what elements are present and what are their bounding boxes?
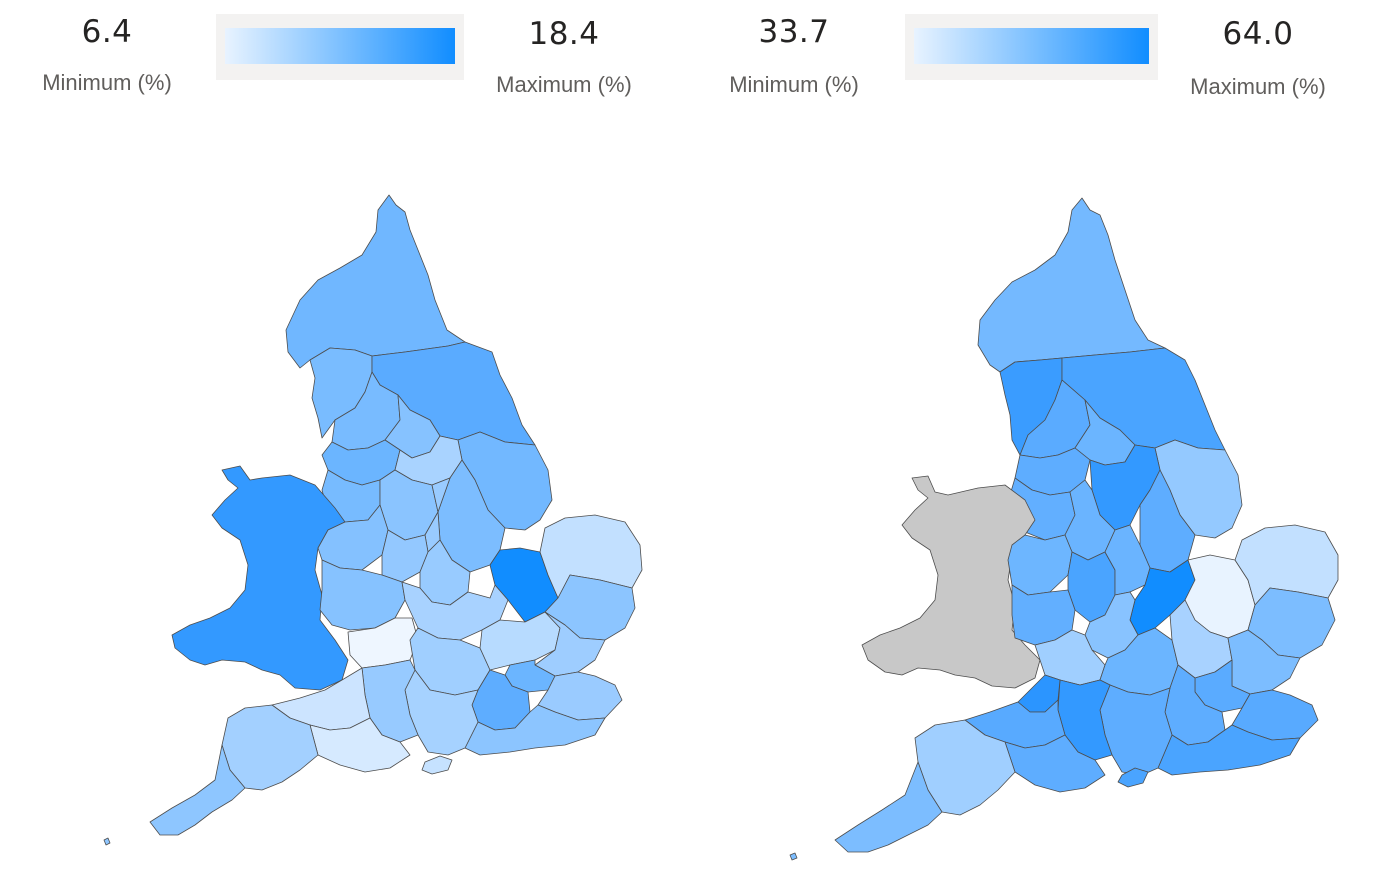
region-wales-2[interactable]	[861, 475, 1041, 689]
panel2-color-legend	[905, 14, 1158, 80]
region-north-east[interactable]	[285, 194, 466, 369]
panel1-maximum-label: Maximum (%)	[496, 72, 632, 97]
region-north-east-2[interactable]	[977, 197, 1166, 373]
region-scilly-2	[789, 852, 798, 861]
panel1-minimum-label: Minimum (%)	[42, 70, 172, 95]
region-sussex[interactable]	[464, 704, 606, 756]
panel2-minimum-label: Minimum (%)	[729, 72, 859, 97]
panel1-minimum-value: 6.4	[81, 14, 133, 50]
panel1-color-legend	[216, 14, 464, 80]
panel1-legend-gradient	[225, 28, 455, 64]
region-sussex-2[interactable]	[1157, 724, 1301, 776]
region-cornwall-2[interactable]	[834, 761, 943, 853]
panel2-minimum-value: 33.7	[758, 14, 830, 50]
panel2-maximum-label: Maximum (%)	[1190, 74, 1326, 99]
panel2-maximum-value: 64.0	[1222, 16, 1294, 52]
region-cornwall[interactable]	[149, 744, 246, 836]
panel2-legend-gradient	[914, 28, 1149, 64]
region-isle-of-wight[interactable]	[421, 755, 453, 775]
right-map	[789, 197, 1339, 861]
region-dorset-2[interactable]	[1004, 734, 1106, 793]
region-shropshire-2[interactable]	[1007, 534, 1073, 596]
region-dorset[interactable]	[309, 717, 411, 773]
left-map	[103, 194, 643, 846]
panel1-maximum-value: 18.4	[528, 16, 600, 52]
region-isle-of-wight-2[interactable]	[1117, 767, 1149, 788]
region-wales[interactable]	[171, 465, 349, 691]
region-scilly	[103, 837, 111, 846]
